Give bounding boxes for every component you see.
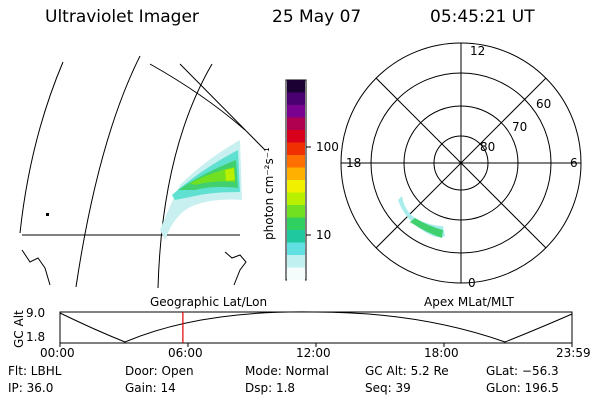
altitude-plot: [59, 311, 573, 347]
status-seq: Seq: 39: [365, 381, 411, 395]
polar-plot: [340, 42, 582, 284]
instrument-title: Ultraviolet Imager: [45, 7, 199, 27]
meridian-line: [75, 55, 141, 288]
colorbar-cell: [287, 117, 305, 131]
colorbar: [285, 79, 311, 281]
status-mode: Mode: Normal: [245, 364, 329, 378]
colorbar-tick-10: 10: [316, 228, 332, 242]
mlt-label-18: 18: [346, 156, 362, 170]
mlat-label-80: 80: [480, 140, 496, 154]
altitude-ytick-min: 1.8: [26, 330, 46, 344]
altitude-ylabel: GC Alt: [12, 310, 26, 348]
geographic-label: Geographic Lat/Lon: [150, 295, 268, 309]
coastline: [224, 251, 247, 286]
colorbar-cell: [287, 80, 305, 93]
colorbar-cell: [287, 155, 305, 168]
date-label: 25 May 07: [272, 7, 362, 27]
colorbar-cell: [287, 167, 305, 181]
colorbar-cell: [287, 267, 305, 281]
status-dsp: Dsp: 1.8: [245, 381, 296, 395]
colorbar-cell: [287, 205, 305, 218]
geographic-map: [19, 55, 266, 289]
colorbar-cell: [287, 192, 305, 206]
mlat-label-60: 60: [536, 97, 552, 111]
coastline-dot: [46, 213, 49, 216]
colorbar-cell: [287, 130, 305, 143]
time-tick: 18:00: [424, 346, 459, 360]
coastline: [21, 249, 51, 286]
meridian-line: [19, 61, 64, 234]
aurora-map: [160, 140, 242, 240]
status-filter: Flt: LBHL: [8, 364, 62, 378]
status-ip: IP: 36.0: [8, 381, 54, 395]
time-label: 05:45:21 UT: [430, 7, 535, 27]
time-tick: 00:00: [40, 346, 75, 360]
colorbar-cell: [287, 255, 305, 268]
latitude-line: [149, 63, 246, 131]
status-door: Door: Open: [125, 364, 194, 378]
colorbar-tick-100: 100: [316, 140, 339, 154]
altitude-ytick-max: 9.0: [26, 306, 46, 320]
mlt-label-6: 6: [570, 156, 578, 170]
colorbar-cell: [287, 242, 305, 256]
status-glon: GLon: 196.5: [486, 381, 559, 395]
status-gc-alt: GC Alt: 5.2 Re: [365, 364, 449, 378]
meridian-line: [179, 63, 266, 151]
colorbar-cell: [287, 105, 305, 118]
colorbar-cell: [287, 217, 305, 231]
meridian-line: [157, 63, 213, 289]
colorbar-cell: [287, 180, 305, 193]
mlat-label-70: 70: [512, 120, 528, 134]
altitude-curve: [59, 311, 573, 343]
aurora-polar: [398, 196, 445, 238]
status-glat: GLat: −56.3: [486, 364, 559, 378]
time-tick: 12:00: [296, 346, 331, 360]
time-tick: 06:00: [168, 346, 203, 360]
mlt-label-12: 12: [470, 44, 486, 58]
colorbar-cell: [287, 142, 305, 156]
status-gain: Gain: 14: [125, 381, 176, 395]
apex-label: Apex MLat/MLT: [424, 295, 514, 309]
colorbar-unit-label: photon cm⁻²s⁻¹: [262, 147, 276, 240]
colorbar-cell: [287, 92, 305, 106]
colorbar-cell: [287, 230, 305, 243]
mlt-label-0: 0: [468, 276, 476, 290]
time-tick: 23:59: [556, 346, 591, 360]
